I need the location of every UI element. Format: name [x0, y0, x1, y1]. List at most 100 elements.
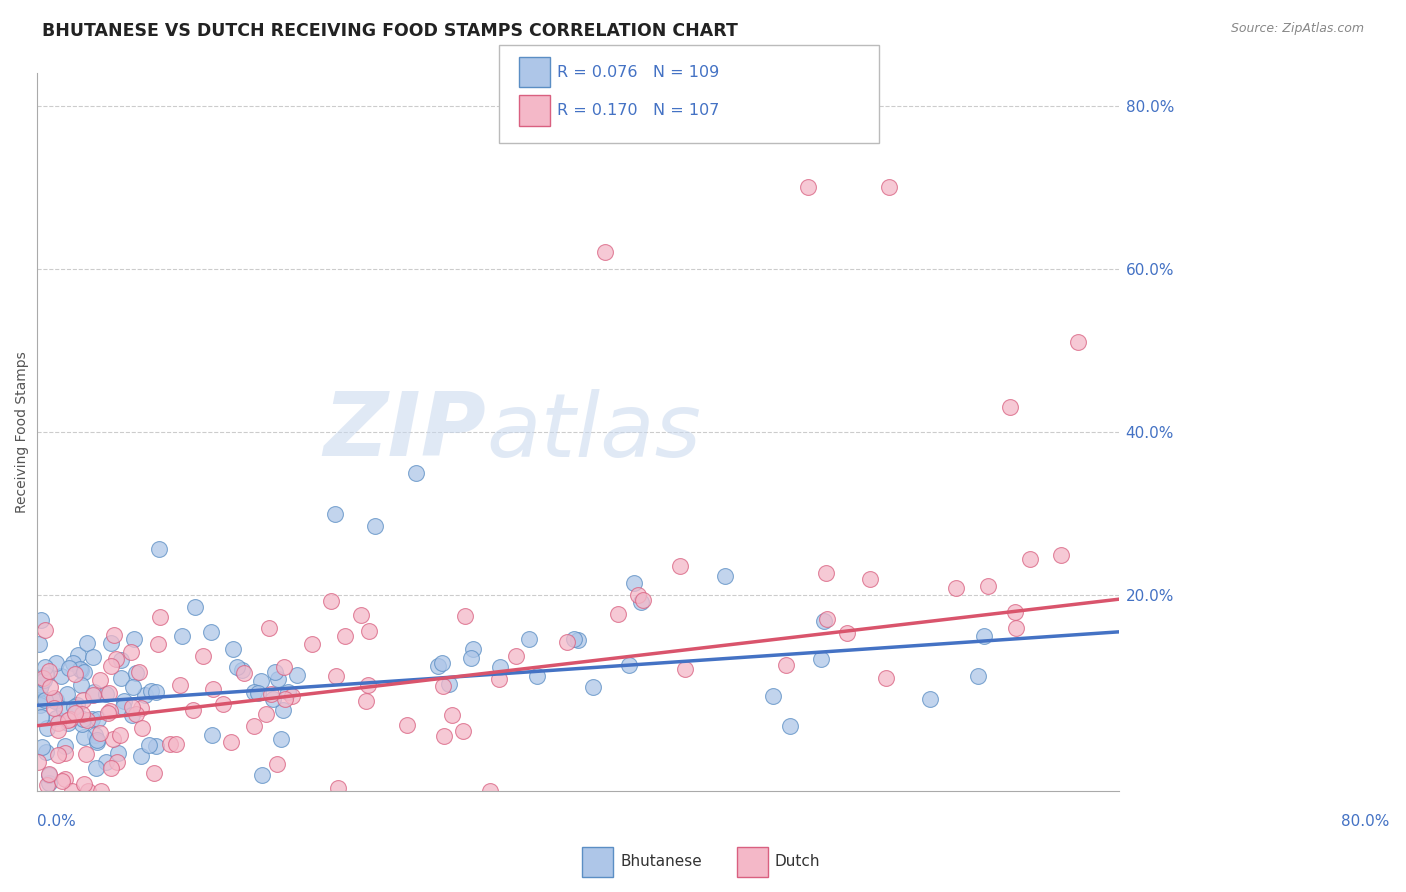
- Point: [120, 645, 142, 659]
- Point: [779, 719, 801, 733]
- Point: [38, 664, 60, 678]
- Point: [325, 668, 347, 682]
- Text: ZIP: ZIP: [323, 389, 486, 475]
- Point: [517, 632, 540, 647]
- Point: [247, 685, 270, 699]
- Point: [100, 658, 122, 673]
- Point: [606, 607, 628, 622]
- Point: [30, 710, 52, 724]
- Point: [112, 694, 135, 708]
- Point: [51, 774, 73, 789]
- Point: [72, 712, 94, 726]
- Point: [76, 784, 98, 798]
- Point: [149, 609, 172, 624]
- Point: [319, 594, 342, 608]
- Point: [623, 575, 645, 590]
- Point: [30, 681, 52, 696]
- Point: [326, 781, 349, 796]
- Point: [775, 657, 797, 672]
- Point: [38, 776, 60, 790]
- Point: [460, 650, 482, 665]
- Text: 0.0%: 0.0%: [38, 814, 76, 829]
- Point: [125, 706, 148, 721]
- Point: [281, 689, 304, 703]
- Point: [32, 673, 55, 688]
- Point: [97, 706, 120, 721]
- Point: [42, 701, 65, 715]
- Point: [37, 778, 59, 792]
- Point: [454, 608, 477, 623]
- Point: [191, 649, 214, 664]
- Point: [108, 728, 131, 742]
- Point: [633, 593, 655, 607]
- Point: [837, 626, 859, 640]
- Point: [172, 629, 194, 643]
- Point: [94, 687, 117, 701]
- Point: [73, 665, 96, 679]
- Point: [815, 612, 838, 626]
- Point: [129, 749, 152, 764]
- Point: [39, 680, 62, 694]
- Point: [55, 687, 77, 701]
- Point: [89, 726, 111, 740]
- Point: [977, 579, 1000, 593]
- Point: [45, 711, 67, 725]
- Point: [35, 668, 58, 682]
- Point: [46, 748, 69, 763]
- Text: Dutch: Dutch: [775, 855, 820, 869]
- Point: [90, 784, 112, 798]
- Point: [46, 715, 69, 730]
- Point: [110, 653, 132, 667]
- Point: [86, 735, 108, 749]
- Point: [145, 685, 167, 699]
- Point: [100, 761, 122, 775]
- Point: [262, 692, 284, 706]
- Point: [70, 678, 93, 692]
- Point: [148, 541, 170, 556]
- Point: [86, 732, 108, 747]
- Point: [357, 624, 380, 638]
- Point: [249, 673, 271, 688]
- Point: [31, 671, 53, 685]
- Point: [441, 708, 464, 723]
- Point: [274, 691, 297, 706]
- Point: [814, 566, 837, 581]
- Point: [60, 784, 83, 798]
- Point: [34, 623, 56, 637]
- Point: [285, 668, 308, 682]
- Point: [103, 627, 125, 641]
- Point: [87, 712, 110, 726]
- Point: [762, 690, 785, 704]
- Point: [51, 669, 73, 683]
- Point: [101, 732, 124, 747]
- Point: [53, 739, 76, 753]
- Point: [426, 658, 449, 673]
- Point: [202, 681, 225, 696]
- Point: [627, 588, 650, 602]
- Point: [97, 686, 120, 700]
- Point: [673, 662, 696, 676]
- Point: [1000, 401, 1022, 415]
- Point: [107, 746, 129, 760]
- Point: [53, 703, 76, 717]
- Point: [1050, 548, 1073, 562]
- Point: [266, 756, 288, 771]
- Point: [301, 637, 323, 651]
- Point: [250, 767, 273, 781]
- Y-axis label: Receiving Food Stamps: Receiving Food Stamps: [15, 351, 30, 513]
- Point: [73, 730, 96, 744]
- Point: [273, 660, 295, 674]
- Point: [405, 466, 427, 480]
- Point: [89, 673, 111, 687]
- Point: [56, 713, 79, 727]
- Point: [83, 684, 105, 698]
- Point: [1004, 605, 1026, 619]
- Point: [145, 739, 167, 753]
- Point: [243, 685, 266, 699]
- Point: [453, 724, 475, 739]
- Point: [430, 657, 453, 671]
- Point: [82, 712, 104, 726]
- Point: [231, 663, 253, 677]
- Point: [30, 613, 52, 627]
- Point: [82, 650, 104, 665]
